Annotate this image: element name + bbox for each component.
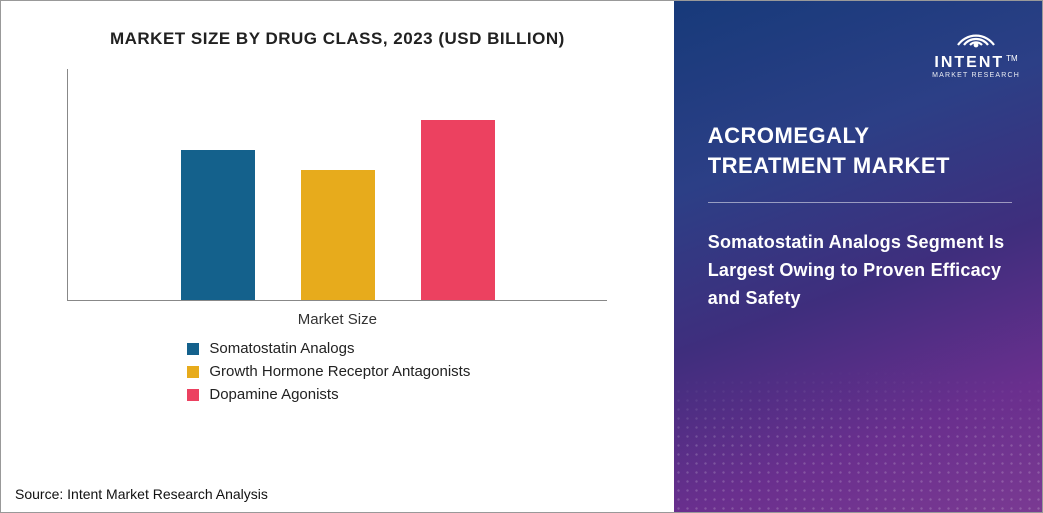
legend-swatch (187, 366, 199, 378)
market-title: ACROMEGALY TREATMENT MARKET (708, 121, 1012, 180)
legend-label: Somatostatin Analogs (209, 340, 354, 357)
bars-wrap (68, 69, 607, 300)
brand-name: INTENT (934, 54, 1004, 71)
legend-item: Somatostatin Analogs (187, 340, 607, 357)
left-panel: MARKET SIZE BY DRUG CLASS, 2023 (USD BIL… (1, 1, 674, 512)
bar-somatostatin-analogs (181, 150, 255, 300)
bar-growth-hormone-receptor-antagonists (301, 170, 375, 300)
chart-title: MARKET SIZE BY DRUG CLASS, 2023 (USD BIL… (21, 29, 654, 49)
trademark: TM (1006, 54, 1018, 63)
brand-tagline: MARKET RESEARCH (932, 72, 1020, 79)
market-subtitle: Somatostatin Analogs Segment Is Largest … (708, 229, 1012, 313)
brand-logo: INTENTTM MARKET RESEARCH (932, 19, 1020, 79)
legend-swatch (187, 389, 199, 401)
bar-chart (67, 69, 607, 301)
legend-label: Dopamine Agonists (209, 386, 338, 403)
right-panel: INTENTTM MARKET RESEARCH ACROMEGALY TREA… (674, 1, 1042, 512)
legend-item: Dopamine Agonists (187, 386, 607, 403)
source-attribution: Source: Intent Market Research Analysis (15, 486, 268, 502)
divider (708, 202, 1012, 203)
x-axis-label: Market Size (67, 311, 607, 328)
report-card: MARKET SIZE BY DRUG CLASS, 2023 (USD BIL… (0, 0, 1043, 513)
legend: Somatostatin Analogs Growth Hormone Rece… (67, 340, 607, 403)
legend-item: Growth Hormone Receptor Antagonists (187, 363, 607, 380)
wifi-arc-icon (954, 19, 998, 49)
world-map-dots-decoration (674, 342, 1042, 512)
bar-dopamine-agonists (421, 120, 495, 300)
legend-swatch (187, 343, 199, 355)
right-content: ACROMEGALY TREATMENT MARKET Somatostatin… (708, 121, 1012, 313)
legend-label: Growth Hormone Receptor Antagonists (209, 363, 470, 380)
